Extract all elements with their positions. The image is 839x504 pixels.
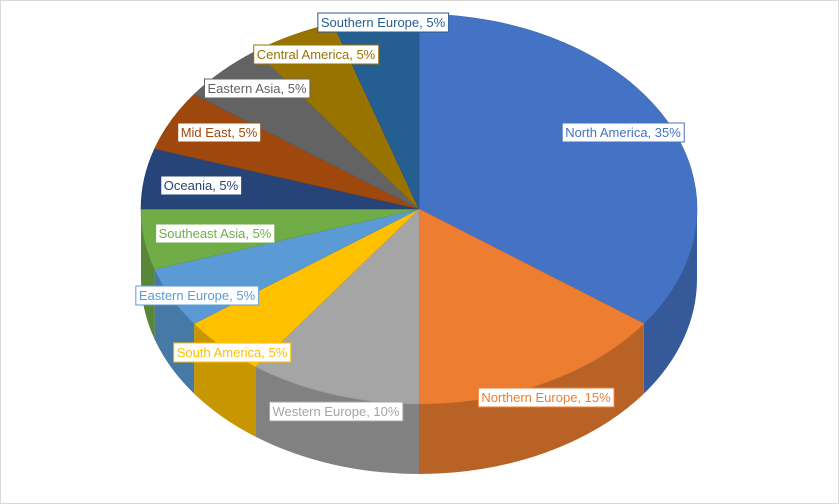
data-label-text: Eastern Europe, 5% [139, 288, 256, 303]
data-label-box [204, 78, 311, 99]
data-label-north-america: North America, 35% [561, 122, 685, 143]
pie-slice-north-america [418, 13, 698, 324]
data-label-text: Southeast Asia, 5% [159, 226, 272, 241]
data-label-text: Southern Europe, 5% [321, 15, 446, 30]
data-label-text: Northern Europe, 15% [481, 390, 611, 405]
data-label-text: Western Europe, 10% [273, 404, 400, 419]
data-label-southeast-asia: Southeast Asia, 5% [155, 223, 276, 244]
data-label-oceania: Oceania, 5% [160, 175, 243, 196]
data-label-box [155, 223, 276, 244]
data-label-box [253, 44, 380, 65]
data-label-text: North America, 35% [565, 125, 681, 140]
data-label-northern-europe: Northern Europe, 15% [477, 387, 615, 408]
data-label-box [177, 122, 262, 143]
pie-slice-northern-europe [418, 208, 645, 405]
data-label-eastern-asia: Eastern Asia, 5% [204, 78, 311, 99]
pie-side-north-america [643, 209, 697, 394]
data-label-box [317, 12, 450, 33]
data-label-south-america: South America, 5% [173, 342, 292, 363]
data-label-text: Central America, 5% [257, 47, 376, 62]
pie-slice-western-europe [255, 208, 420, 405]
data-label-box [477, 387, 615, 408]
label-group: North America, 35% Northern Europe, 15% We… [135, 12, 685, 422]
data-label-box [561, 122, 685, 143]
pie-side-southeast-asia [141, 209, 155, 340]
data-label-text: Mid East, 5% [181, 125, 258, 140]
data-label-southern-europe: Southern Europe, 5% [317, 12, 450, 33]
data-label-text: Eastern Asia, 5% [208, 81, 307, 96]
data-label-box [160, 175, 243, 196]
data-label-box [269, 401, 404, 422]
data-label-text: Oceania, 5% [164, 178, 239, 193]
data-label-text: South America, 5% [177, 345, 288, 360]
data-label-western-europe: Western Europe, 10% [269, 401, 404, 422]
data-label-central-america: Central America, 5% [253, 44, 380, 65]
data-label-eastern-europe: Eastern Europe, 5% [135, 285, 260, 306]
data-label-box [135, 285, 260, 306]
data-label-mid-east: Mid East, 5% [177, 122, 262, 143]
data-label-box [173, 342, 292, 363]
